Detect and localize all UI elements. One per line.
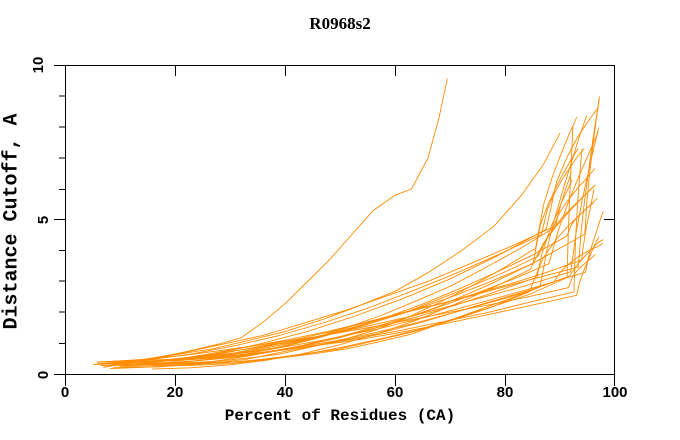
- svg-text:80: 80: [497, 384, 514, 401]
- svg-text:5: 5: [35, 216, 52, 224]
- svg-text:40: 40: [277, 384, 294, 401]
- svg-text:60: 60: [387, 384, 404, 401]
- svg-text:20: 20: [167, 384, 184, 401]
- svg-text:0: 0: [35, 371, 52, 379]
- svg-text:100: 100: [602, 384, 627, 401]
- svg-text:10: 10: [30, 57, 47, 74]
- svg-text:0: 0: [61, 384, 69, 401]
